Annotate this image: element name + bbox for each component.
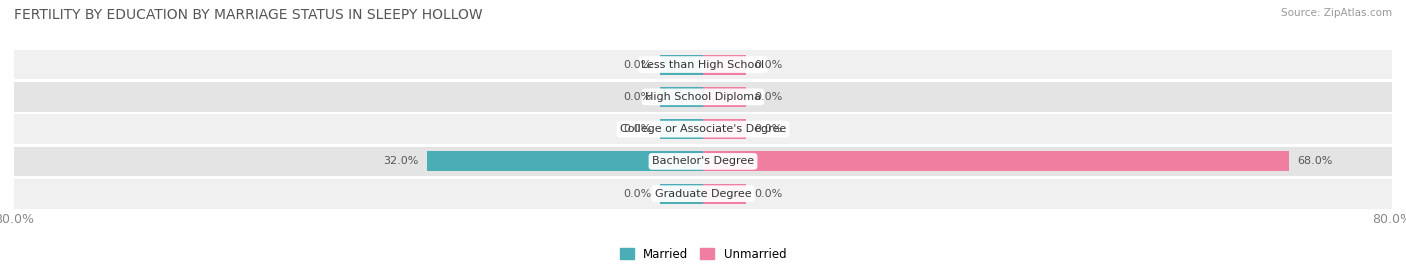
Text: 0.0%: 0.0% bbox=[623, 92, 651, 102]
Text: FERTILITY BY EDUCATION BY MARRIAGE STATUS IN SLEEPY HOLLOW: FERTILITY BY EDUCATION BY MARRIAGE STATU… bbox=[14, 8, 482, 22]
Text: 0.0%: 0.0% bbox=[755, 92, 783, 102]
Text: Bachelor's Degree: Bachelor's Degree bbox=[652, 156, 754, 167]
Text: 68.0%: 68.0% bbox=[1298, 156, 1333, 167]
Text: High School Diploma: High School Diploma bbox=[645, 92, 761, 102]
Bar bbox=[703, 87, 747, 107]
Text: Source: ZipAtlas.com: Source: ZipAtlas.com bbox=[1281, 8, 1392, 18]
Text: 0.0%: 0.0% bbox=[623, 189, 651, 199]
Text: 0.0%: 0.0% bbox=[623, 59, 651, 70]
Text: 0.0%: 0.0% bbox=[755, 59, 783, 70]
Bar bbox=[703, 119, 747, 139]
Bar bbox=[14, 50, 1392, 79]
Text: Graduate Degree: Graduate Degree bbox=[655, 189, 751, 199]
Bar bbox=[703, 151, 1289, 171]
Bar bbox=[14, 114, 1392, 144]
Legend: Married, Unmarried: Married, Unmarried bbox=[614, 243, 792, 265]
Text: Less than High School: Less than High School bbox=[641, 59, 765, 70]
Text: 0.0%: 0.0% bbox=[755, 189, 783, 199]
Bar bbox=[659, 119, 703, 139]
Bar bbox=[14, 179, 1392, 208]
Bar bbox=[427, 151, 703, 171]
Bar bbox=[703, 55, 747, 75]
Bar bbox=[659, 184, 703, 204]
Text: College or Associate's Degree: College or Associate's Degree bbox=[620, 124, 786, 134]
Bar bbox=[703, 184, 747, 204]
Bar bbox=[659, 55, 703, 75]
Text: 32.0%: 32.0% bbox=[384, 156, 419, 167]
Bar bbox=[14, 147, 1392, 176]
Text: 0.0%: 0.0% bbox=[623, 124, 651, 134]
Bar bbox=[659, 87, 703, 107]
Text: 0.0%: 0.0% bbox=[755, 124, 783, 134]
Bar bbox=[14, 82, 1392, 112]
